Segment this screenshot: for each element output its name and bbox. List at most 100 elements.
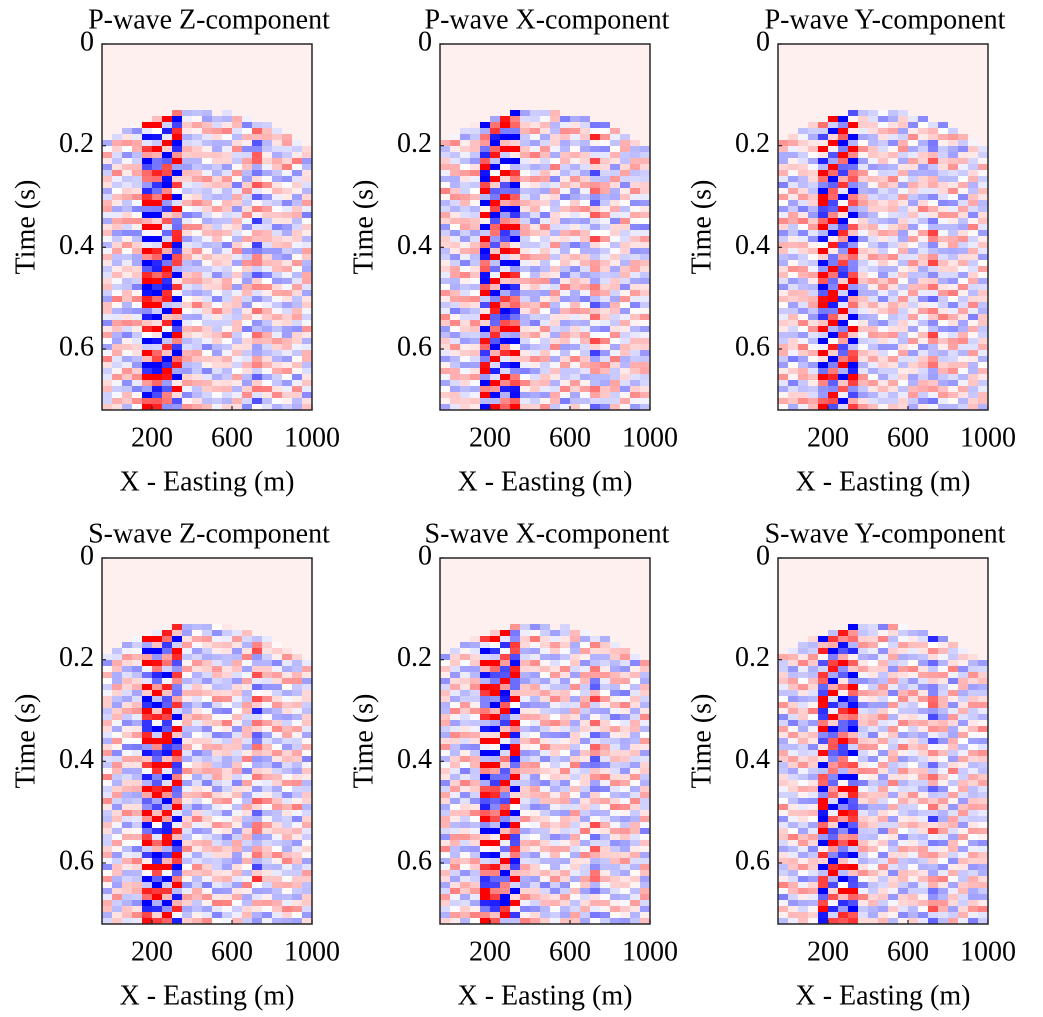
image-cell	[490, 822, 500, 828]
image-cell	[302, 248, 312, 254]
image-cell	[928, 260, 938, 266]
image-cell	[848, 254, 858, 260]
image-cell	[282, 870, 292, 876]
image-cell	[152, 882, 162, 888]
image-cell	[838, 284, 848, 290]
image-cell	[600, 822, 610, 828]
image-cell	[858, 230, 868, 236]
image-cell	[510, 870, 520, 876]
image-cell	[242, 152, 252, 158]
image-cell	[600, 648, 610, 654]
image-cell	[112, 894, 122, 900]
image-cell	[252, 254, 262, 260]
image-cell	[510, 128, 520, 134]
image-cell	[162, 696, 172, 702]
image-cell	[132, 816, 142, 822]
image-cell	[282, 678, 292, 684]
image-cell	[172, 864, 182, 870]
image-cell	[908, 146, 918, 152]
image-cell	[202, 122, 212, 128]
image-cell	[142, 906, 152, 912]
image-cell	[610, 822, 620, 828]
image-cell	[102, 660, 112, 666]
image-cell	[262, 320, 272, 326]
image-cell	[550, 176, 560, 182]
image-cell	[242, 212, 252, 218]
image-cell	[590, 786, 600, 792]
image-cell	[192, 666, 202, 672]
image-cell	[620, 846, 630, 852]
image-cell	[878, 188, 888, 194]
image-cell	[610, 302, 620, 308]
image-cell	[460, 308, 470, 314]
image-cell	[192, 738, 202, 744]
image-cell	[152, 272, 162, 278]
image-cell	[272, 756, 282, 762]
image-cell	[470, 332, 480, 338]
image-cell	[212, 380, 222, 386]
image-cell	[828, 170, 838, 176]
image-cell	[282, 786, 292, 792]
image-cell	[550, 314, 560, 320]
image-cell	[192, 912, 202, 918]
image-cell	[500, 398, 510, 404]
image-cell	[182, 786, 192, 792]
image-cell	[560, 870, 570, 876]
image-cell	[222, 672, 232, 678]
image-cell	[202, 798, 212, 804]
image-cell	[282, 798, 292, 804]
image-cell	[550, 828, 560, 834]
image-cell	[510, 266, 520, 272]
image-cell	[252, 684, 262, 690]
image-cell	[600, 792, 610, 798]
image-cell	[112, 224, 122, 230]
image-cell	[620, 882, 630, 888]
image-cell	[560, 350, 570, 356]
image-cell	[918, 194, 928, 200]
image-cell	[232, 696, 242, 702]
image-cell	[520, 834, 530, 840]
image-cell	[510, 374, 520, 380]
image-cell	[540, 308, 550, 314]
image-cell	[570, 630, 580, 636]
image-cell	[222, 702, 232, 708]
image-cell	[818, 254, 828, 260]
image-cell	[202, 732, 212, 738]
image-cell	[788, 170, 798, 176]
image-cell	[282, 858, 292, 864]
image-cell	[828, 194, 838, 200]
image-cell	[908, 242, 918, 248]
image-cell	[908, 380, 918, 386]
image-cell	[540, 380, 550, 386]
image-cell	[440, 768, 450, 774]
image-cell	[580, 702, 590, 708]
image-cell	[798, 242, 808, 248]
image-cell	[112, 846, 122, 852]
image-cell	[182, 912, 192, 918]
image-cell	[182, 714, 192, 720]
image-cell	[550, 386, 560, 392]
image-cell	[878, 320, 888, 326]
image-cell	[928, 278, 938, 284]
image-cell	[610, 194, 620, 200]
image-cell	[440, 786, 450, 792]
image-cell	[112, 236, 122, 242]
image-cell	[252, 894, 262, 900]
image-cell	[848, 308, 858, 314]
image-cell	[272, 404, 282, 410]
image-cell	[550, 170, 560, 176]
image-cell	[262, 690, 272, 696]
image-cell	[282, 696, 292, 702]
image-cell	[212, 792, 222, 798]
image-cell	[828, 116, 838, 122]
image-cell	[182, 320, 192, 326]
image-cell	[570, 666, 580, 672]
image-cell	[440, 804, 450, 810]
image-cell	[242, 762, 252, 768]
image-cell	[142, 870, 152, 876]
image-cell	[590, 732, 600, 738]
y-tick-label: 0.2	[59, 128, 94, 159]
image-cell	[590, 852, 600, 858]
image-cell	[560, 810, 570, 816]
image-cell	[282, 774, 292, 780]
